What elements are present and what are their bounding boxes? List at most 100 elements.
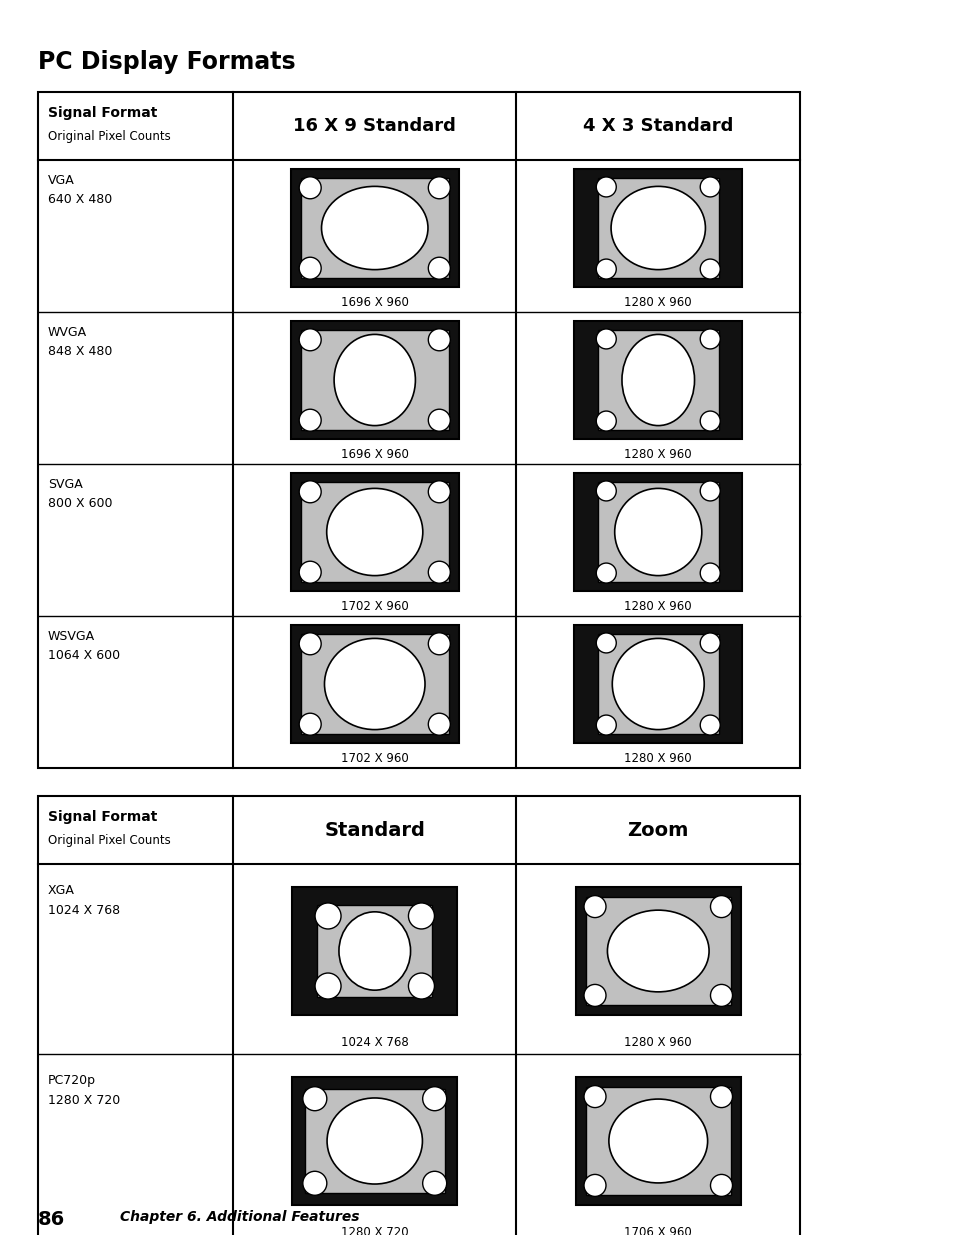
Bar <box>316 905 432 997</box>
Text: Signal Format: Signal Format <box>48 810 157 824</box>
Bar <box>292 1077 456 1205</box>
Circle shape <box>422 1171 446 1195</box>
Bar <box>291 473 458 592</box>
Text: 800 X 600: 800 X 600 <box>48 496 112 510</box>
Bar <box>585 1087 730 1194</box>
Ellipse shape <box>611 186 704 269</box>
Text: 1024 X 768: 1024 X 768 <box>340 1036 408 1049</box>
Text: 1702 X 960: 1702 X 960 <box>340 600 408 613</box>
Circle shape <box>700 480 720 501</box>
Bar <box>598 331 718 430</box>
Circle shape <box>408 903 434 929</box>
Bar <box>585 898 730 1005</box>
Bar <box>576 1077 740 1205</box>
Ellipse shape <box>607 910 708 992</box>
Text: 1064 X 600: 1064 X 600 <box>48 650 120 662</box>
Circle shape <box>710 1086 732 1108</box>
Text: Original Pixel Counts: Original Pixel Counts <box>48 130 171 143</box>
Bar <box>292 887 456 1015</box>
Circle shape <box>596 411 616 431</box>
Text: Original Pixel Counts: Original Pixel Counts <box>48 834 171 847</box>
Circle shape <box>596 480 616 501</box>
Circle shape <box>408 973 434 999</box>
Circle shape <box>302 1171 327 1195</box>
Circle shape <box>428 257 450 279</box>
Circle shape <box>302 1087 327 1110</box>
Text: 4 X 3 Standard: 4 X 3 Standard <box>582 117 733 135</box>
Circle shape <box>700 715 720 735</box>
Bar <box>576 887 740 1015</box>
Bar <box>38 797 800 1235</box>
Text: 1696 X 960: 1696 X 960 <box>340 448 408 461</box>
Circle shape <box>700 563 720 583</box>
Bar <box>598 178 718 278</box>
Circle shape <box>299 409 321 431</box>
Circle shape <box>583 984 605 1007</box>
Ellipse shape <box>321 186 428 269</box>
Circle shape <box>428 561 450 583</box>
Circle shape <box>422 1087 446 1110</box>
Circle shape <box>596 563 616 583</box>
Circle shape <box>710 895 732 918</box>
Circle shape <box>583 1174 605 1197</box>
Text: 1702 X 960: 1702 X 960 <box>340 752 408 764</box>
Circle shape <box>314 973 340 999</box>
Text: 86: 86 <box>38 1210 65 1229</box>
Circle shape <box>299 632 321 655</box>
Circle shape <box>596 259 616 279</box>
Text: Zoom: Zoom <box>627 820 688 840</box>
Text: Standard: Standard <box>324 820 425 840</box>
Circle shape <box>710 1174 732 1197</box>
Circle shape <box>299 713 321 735</box>
Text: Signal Format: Signal Format <box>48 106 157 120</box>
Text: WVGA: WVGA <box>48 326 87 338</box>
Text: VGA: VGA <box>48 174 74 186</box>
Circle shape <box>299 329 321 351</box>
Text: 1024 X 768: 1024 X 768 <box>48 904 120 918</box>
Bar <box>598 483 718 582</box>
Ellipse shape <box>338 911 410 990</box>
Circle shape <box>596 715 616 735</box>
Text: Chapter 6. Additional Features: Chapter 6. Additional Features <box>120 1210 359 1224</box>
Text: 16 X 9 Standard: 16 X 9 Standard <box>293 117 456 135</box>
Bar <box>291 625 458 743</box>
Circle shape <box>428 480 450 503</box>
Circle shape <box>428 713 450 735</box>
Text: PC Display Formats: PC Display Formats <box>38 49 295 74</box>
Ellipse shape <box>608 1099 707 1183</box>
Circle shape <box>596 329 616 350</box>
Text: 848 X 480: 848 X 480 <box>48 345 112 358</box>
Ellipse shape <box>327 1098 422 1184</box>
Circle shape <box>583 1086 605 1108</box>
Ellipse shape <box>621 335 694 426</box>
Circle shape <box>583 895 605 918</box>
Text: 1280 X 960: 1280 X 960 <box>624 296 691 309</box>
Bar <box>300 331 448 430</box>
Text: XGA: XGA <box>48 884 74 897</box>
Text: 1696 X 960: 1696 X 960 <box>340 296 408 309</box>
Bar <box>300 483 448 582</box>
Bar <box>574 321 741 438</box>
Circle shape <box>700 259 720 279</box>
Bar <box>574 169 741 287</box>
Text: 1280 X 960: 1280 X 960 <box>624 1036 691 1049</box>
Circle shape <box>710 984 732 1007</box>
Text: 1280 X 720: 1280 X 720 <box>340 1226 408 1235</box>
Text: PC720p: PC720p <box>48 1074 96 1087</box>
Bar <box>300 635 448 734</box>
Bar <box>300 178 448 278</box>
Circle shape <box>299 177 321 199</box>
Text: 1280 X 720: 1280 X 720 <box>48 1094 120 1107</box>
Bar <box>574 473 741 592</box>
Circle shape <box>299 480 321 503</box>
Bar <box>598 635 718 734</box>
Text: 1280 X 960: 1280 X 960 <box>624 600 691 613</box>
Circle shape <box>428 329 450 351</box>
Bar <box>38 91 800 768</box>
Text: 1706 X 960: 1706 X 960 <box>623 1226 691 1235</box>
Text: 1280 X 960: 1280 X 960 <box>624 752 691 764</box>
Text: 1280 X 960: 1280 X 960 <box>624 448 691 461</box>
Circle shape <box>314 903 340 929</box>
Ellipse shape <box>324 638 425 730</box>
Ellipse shape <box>334 335 415 426</box>
